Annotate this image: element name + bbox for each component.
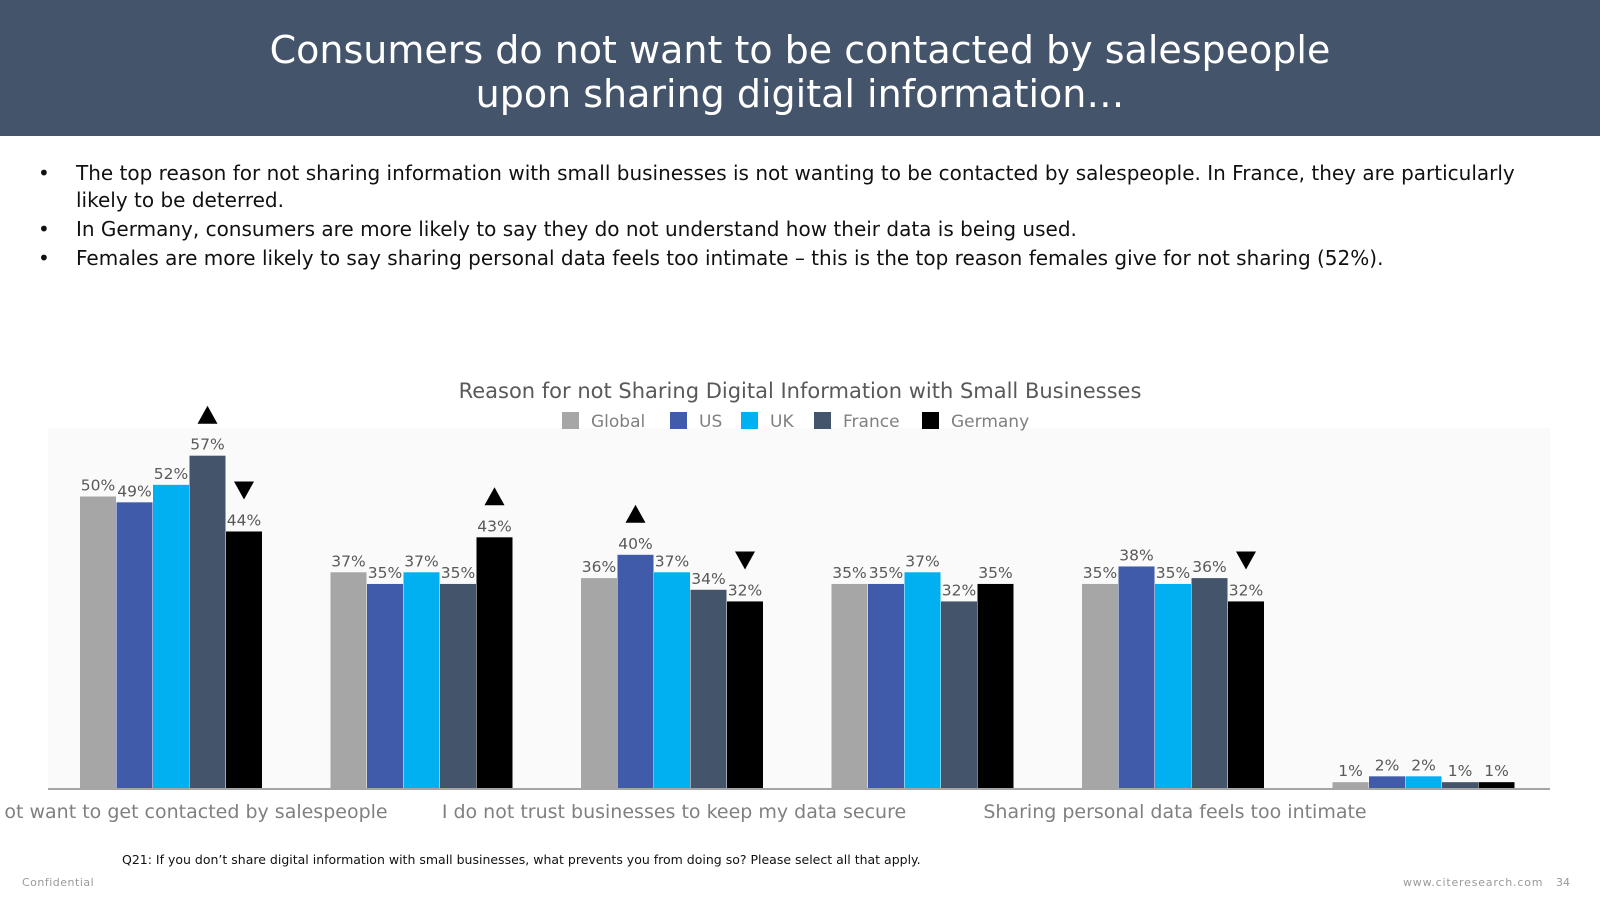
data-label: 1% (1448, 762, 1473, 780)
data-label: 37% (655, 552, 689, 570)
legend-swatch-us (670, 412, 687, 429)
data-label: 1% (1484, 762, 1509, 780)
bullet-list: The top reason for not sharing informati… (38, 160, 1568, 274)
bar-germany (226, 531, 262, 788)
bar-uk (403, 572, 440, 788)
data-label: 52% (154, 465, 188, 483)
bar-germany (727, 601, 763, 788)
data-label: 2% (1411, 756, 1436, 774)
bar-global (581, 578, 617, 788)
data-label: 35% (978, 564, 1012, 582)
bar-germany (1478, 782, 1515, 788)
legend-label-global: Global (591, 412, 645, 432)
bar-us (617, 554, 654, 788)
bar-chart: Reason for not Sharing Digital Informati… (4, 379, 1550, 823)
page-number: 34 (1556, 876, 1570, 889)
bar-france (690, 589, 727, 788)
bar-uk (654, 572, 690, 788)
bar-france (1191, 578, 1228, 788)
significance-up-icon (625, 504, 646, 523)
data-label: 38% (1119, 546, 1153, 564)
page-title-line-2: upon sharing digital information… (475, 72, 1125, 116)
bar-germany (476, 537, 513, 788)
bar-global (330, 572, 367, 788)
data-label: 50% (81, 477, 115, 495)
bar-france (440, 583, 476, 788)
bar-us (1369, 776, 1405, 788)
legend-label-france: France (843, 412, 900, 432)
data-label: 35% (1156, 564, 1190, 582)
legend-swatch-global (562, 412, 579, 429)
data-label: 35% (869, 564, 903, 582)
data-label: 36% (1192, 558, 1226, 576)
legend-swatch-uk (741, 412, 758, 429)
significance-up-icon (484, 487, 505, 506)
legend-label-uk: UK (770, 412, 794, 432)
data-label: 34% (691, 570, 725, 588)
bar-us (868, 583, 904, 788)
bullet-item: The top reason for not sharing informati… (38, 160, 1568, 214)
confidential-label: Confidential (22, 876, 95, 889)
legend-label-germany: Germany (951, 412, 1029, 432)
bar-uk (904, 572, 941, 788)
header-banner: Consumers do not want to be contacted by… (0, 0, 1600, 136)
bar-france (1442, 782, 1478, 788)
data-label: 35% (441, 564, 475, 582)
bar-france (941, 601, 977, 788)
data-label: 40% (618, 535, 652, 553)
bar-france (189, 455, 226, 788)
bullet-item: In Germany, consumers are more likely to… (38, 216, 1568, 243)
significance-up-icon (197, 405, 218, 424)
bar-global (80, 496, 116, 788)
bar-germany (977, 583, 1014, 788)
category-label: Sharing personal data feels too intimate (983, 801, 1366, 823)
chart-title: Reason for not Sharing Digital Informati… (459, 379, 1142, 403)
bar-uk (1155, 583, 1191, 788)
data-label: 32% (942, 581, 976, 599)
legend-swatch-germany (922, 412, 939, 429)
data-label: 1% (1338, 762, 1363, 780)
data-label: 32% (1229, 581, 1263, 599)
data-label: 57% (190, 436, 224, 454)
page-title-line-1: Consumers do not want to be contacted by… (269, 28, 1331, 72)
bar-uk (153, 484, 189, 788)
footer-url: www.citeresearch.com (1403, 876, 1544, 889)
category-label: I do not trust businesses to keep my dat… (442, 801, 906, 823)
significance-down-icon (1236, 551, 1256, 570)
bar-us (1118, 566, 1155, 788)
bar-germany (1228, 601, 1264, 788)
category-label: ot want to get contacted by salespeople (4, 801, 387, 823)
bullet-item: Females are more likely to say sharing p… (38, 245, 1568, 272)
data-label: 35% (1083, 564, 1117, 582)
bar-global (1332, 782, 1369, 788)
legend-label-us: US (699, 412, 722, 432)
data-label: 35% (368, 564, 402, 582)
bar-uk (1405, 776, 1442, 788)
bar-global (1082, 583, 1118, 788)
question-footnote: Q21: If you don’t share digital informat… (122, 852, 921, 867)
data-label: 37% (905, 552, 939, 570)
legend-swatch-france (814, 412, 831, 429)
data-label: 37% (404, 552, 438, 570)
bar-global (831, 583, 868, 788)
bar-us (116, 502, 153, 788)
data-label: 49% (117, 482, 151, 500)
plot-background (48, 428, 1550, 788)
significance-down-icon (735, 551, 755, 570)
data-label: 43% (477, 517, 511, 535)
data-label: 35% (832, 564, 866, 582)
data-label: 36% (582, 558, 616, 576)
significance-down-icon (234, 481, 254, 500)
data-label: 37% (331, 552, 365, 570)
data-label: 44% (227, 511, 261, 529)
bar-us (367, 583, 403, 788)
data-label: 32% (728, 581, 762, 599)
data-label: 2% (1375, 756, 1400, 774)
